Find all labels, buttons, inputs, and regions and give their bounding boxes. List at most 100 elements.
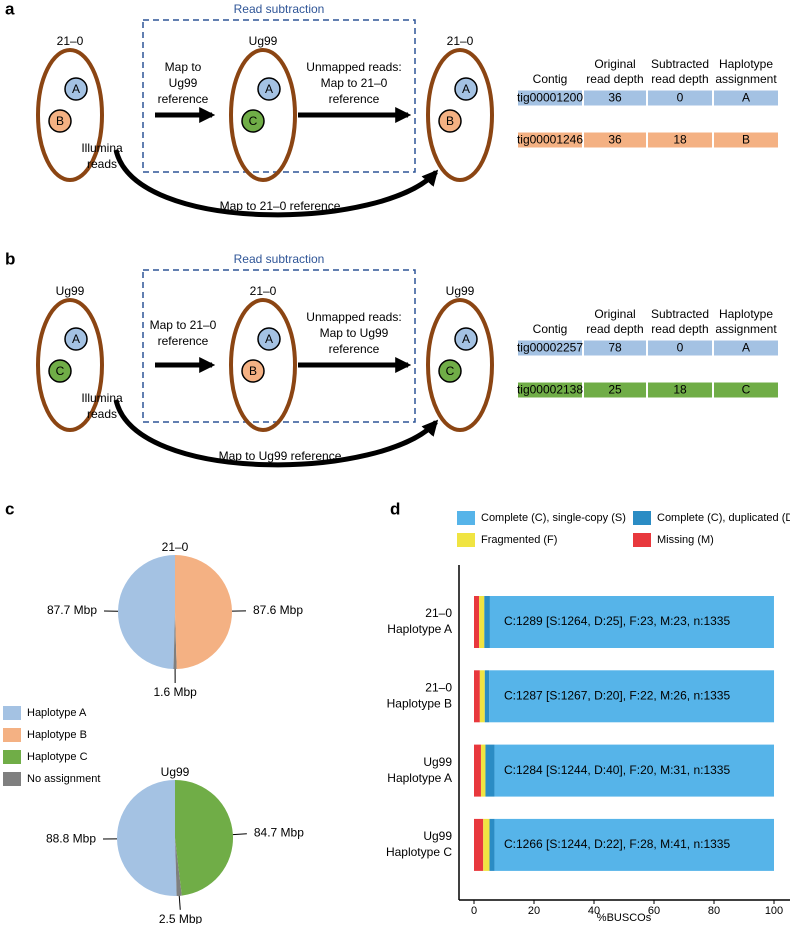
legend-label: Fragmented (F) <box>481 534 557 546</box>
table-header: Original <box>594 57 635 71</box>
organism-name: 21–0 <box>447 34 474 48</box>
step-label: reads <box>87 157 117 171</box>
pie-slice <box>175 780 233 896</box>
table-text: tig00001246 <box>517 133 583 147</box>
table-header: read depth <box>586 72 643 86</box>
nucleus-label: A <box>462 82 470 96</box>
table-text: 36 <box>608 91 622 105</box>
bar-segment <box>481 745 486 797</box>
pie-value-label: 88.8 Mbp <box>46 831 96 845</box>
nucleus-label: A <box>462 332 470 346</box>
x-tick-label: 0 <box>471 905 477 917</box>
table-text: tig00002257 <box>517 341 583 355</box>
leader-line <box>179 896 180 910</box>
nucleus-label: A <box>265 82 273 96</box>
pie-value-label: 87.7 Mbp <box>47 603 97 617</box>
panel-label: c <box>5 499 14 518</box>
pie-value-label: 87.6 Mbp <box>253 603 303 617</box>
bar-segment <box>480 670 485 722</box>
bar-segment <box>474 745 481 797</box>
curve-label: Map to 21–0 reference <box>220 199 341 213</box>
legend-label: No assignment <box>27 773 100 785</box>
nucleus-label: B <box>446 114 454 128</box>
category-label: 21–0 <box>425 606 452 620</box>
table-text: 25 <box>608 383 622 397</box>
category-label: Haplotype A <box>387 771 452 785</box>
nucleus-label: C <box>249 114 258 128</box>
nucleus-label: C <box>56 364 65 378</box>
legend-label: Haplotype A <box>27 707 87 719</box>
legend-label: Haplotype B <box>27 729 87 741</box>
bar-segment <box>474 819 483 871</box>
table-text: A <box>742 91 750 105</box>
bar-segment <box>474 596 479 648</box>
pie-slice <box>175 555 232 669</box>
legend-label: Complete (C), single-copy (S) <box>481 512 626 524</box>
table-header: read depth <box>651 72 708 86</box>
step-label: reference <box>158 334 209 348</box>
nucleus-label: C <box>446 364 455 378</box>
step-label: reference <box>158 92 209 106</box>
bar-segment <box>479 596 484 648</box>
curve-label: Map to Ug99 reference <box>219 449 342 463</box>
table-header: Contig <box>533 72 568 86</box>
legend-swatch <box>3 750 21 764</box>
table-header: Contig <box>533 322 568 336</box>
table-header: read depth <box>651 322 708 336</box>
step-label: Unmapped reads: <box>306 310 401 324</box>
category-label: Ug99 <box>423 755 452 769</box>
table-text: A <box>742 341 750 355</box>
bar-annotation: C:1287 [S:1267, D:20], F:22, M:26, n:133… <box>504 688 730 702</box>
table-header: Subtracted <box>651 307 709 321</box>
nucleus-label: B <box>56 114 64 128</box>
organism-name: Ug99 <box>249 34 278 48</box>
bar-segment <box>490 819 495 871</box>
x-axis-label: %BUSCOs <box>597 912 652 924</box>
pie-title: 21–0 <box>162 540 189 554</box>
bar-annotation: C:1289 [S:1264, D:25], F:23, M:23, n:133… <box>504 614 730 628</box>
legend-swatch <box>3 772 21 786</box>
legend-label: Haplotype C <box>27 751 88 763</box>
panel-label: a <box>5 0 15 18</box>
organism-name: 21–0 <box>57 34 84 48</box>
category-label: 21–0 <box>425 680 452 694</box>
step-label: Map to 21–0 <box>321 76 388 90</box>
bar-segment <box>474 670 480 722</box>
pie-value-label: 2.5 Mbp <box>159 912 203 924</box>
organism-name: 21–0 <box>250 284 277 298</box>
bar-segment <box>485 745 494 797</box>
pie-title: Ug99 <box>161 765 190 779</box>
legend-label: Complete (C), duplicated (D) <box>657 512 790 524</box>
table-header: assignment <box>715 322 777 336</box>
legend-swatch <box>457 511 475 525</box>
leader-line <box>233 834 247 835</box>
table-text: 18 <box>673 383 687 397</box>
legend-swatch <box>633 533 651 547</box>
table-text: 18 <box>673 133 687 147</box>
bar-annotation: C:1266 [S:1244, D:22], F:28, M:41, n:133… <box>504 837 730 851</box>
x-tick-label: 20 <box>528 905 540 917</box>
legend-swatch <box>457 533 475 547</box>
legend-label: Missing (M) <box>657 534 714 546</box>
table-text: B <box>742 133 750 147</box>
nucleus-label: A <box>72 332 80 346</box>
table-header: Haplotype <box>719 57 773 71</box>
table-header: Original <box>594 307 635 321</box>
bar-segment <box>483 819 489 871</box>
table-header: assignment <box>715 72 777 86</box>
panel-label: d <box>390 499 400 518</box>
organism-name: Ug99 <box>446 284 475 298</box>
organism-name: Ug99 <box>56 284 85 298</box>
step-label: Map to 21–0 <box>150 318 217 332</box>
step-label: Ug99 <box>169 76 198 90</box>
category-label: Ug99 <box>423 829 452 843</box>
pie-value-label: 84.7 Mbp <box>254 826 304 840</box>
table-header: read depth <box>586 322 643 336</box>
table-header: Haplotype <box>719 307 773 321</box>
table-text: tig00001200 <box>517 91 583 105</box>
pie-slice <box>118 555 175 669</box>
table-header: Subtracted <box>651 57 709 71</box>
table-text: 0 <box>677 91 684 105</box>
bar-annotation: C:1284 [S:1244, D:40], F:20, M:31, n:133… <box>504 763 730 777</box>
